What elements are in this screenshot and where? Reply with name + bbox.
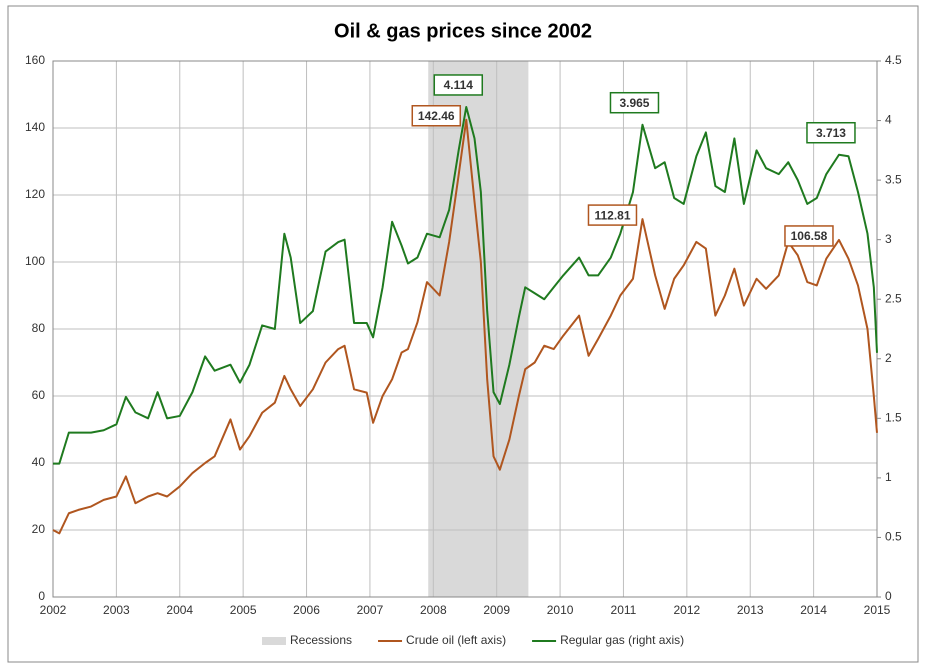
chart-title: Oil & gas prices since 2002 <box>334 20 592 42</box>
legend-label: Recessions <box>290 633 352 647</box>
y2-tick-label: 3.5 <box>885 172 902 186</box>
y-tick-label: 160 <box>25 53 45 67</box>
annotation-box <box>609 91 660 114</box>
annotation-label: 142.46 <box>418 109 455 123</box>
y2-tick-label: 3 <box>885 232 892 246</box>
legend-label: Crude oil (left axis) <box>406 633 506 647</box>
legend-label: Regular gas (right axis) <box>560 633 684 647</box>
y2-tick-label: 1.5 <box>885 411 902 425</box>
annotation-label: 4.114 <box>444 78 474 92</box>
x-tick-label: 2008 <box>420 603 447 617</box>
legend: Recessions Crude oil (left axis) Regular g… <box>262 633 684 647</box>
y-tick-label: 60 <box>32 388 46 402</box>
series-line <box>52 118 878 535</box>
annotation-label: 3.713 <box>816 126 846 140</box>
y2-tick-label: 4.5 <box>885 53 902 67</box>
annotation-label: 3.965 <box>619 96 649 110</box>
annotation-box <box>433 74 484 96</box>
series-line <box>53 105 878 465</box>
annotation: 4.114 <box>433 74 484 96</box>
annotation-box <box>806 121 856 144</box>
x-tick-label: 2004 <box>166 603 193 617</box>
annotation: 142.46 <box>411 105 462 127</box>
legend-swatch <box>262 637 286 645</box>
annotation: 112.81 <box>587 204 638 226</box>
x-tick-label: 2015 <box>864 603 891 617</box>
plot-frame <box>52 60 878 598</box>
x-tick-label: 2002 <box>40 603 67 617</box>
y2-tick-label: 2.5 <box>885 291 902 305</box>
annotation: 3.713 <box>806 121 856 144</box>
annotation-label: 112.81 <box>594 208 630 222</box>
y-tick-label: 100 <box>25 254 45 268</box>
x-tick-label: 2014 <box>800 603 827 617</box>
annotation-box <box>411 105 462 127</box>
annotation-label: 106.58 <box>791 229 828 243</box>
y2-tick-label: 4 <box>885 113 892 127</box>
y2-tick-label: 0 <box>885 589 892 603</box>
x-tick-label: 2006 <box>293 603 320 617</box>
y-tick-label: 120 <box>25 187 45 201</box>
y2-tick-label: 2 <box>885 351 892 365</box>
y-tick-label: 140 <box>25 120 45 134</box>
y-tick-label: 0 <box>38 589 45 603</box>
y2-tick-label: 0.5 <box>885 530 902 544</box>
x-tick-label: 2005 <box>230 603 257 617</box>
annotation-box <box>784 225 834 247</box>
annotation: 106.58 <box>784 225 834 247</box>
x-tick-label: 2013 <box>737 603 764 617</box>
x-tick-label: 2003 <box>103 603 130 617</box>
y-tick-label: 40 <box>32 455 46 469</box>
x-tick-label: 2009 <box>483 603 510 617</box>
y2-tick-label: 1 <box>885 470 892 484</box>
y-tick-label: 20 <box>32 522 46 536</box>
x-tick-label: 2007 <box>357 603 384 617</box>
y-tick-label: 80 <box>32 321 46 335</box>
x-tick-label: 2010 <box>547 603 574 617</box>
x-tick-label: 2011 <box>611 603 637 617</box>
annotation-box <box>587 204 638 226</box>
x-tick-label: 2012 <box>673 603 700 617</box>
annotation: 3.965 <box>609 91 660 114</box>
